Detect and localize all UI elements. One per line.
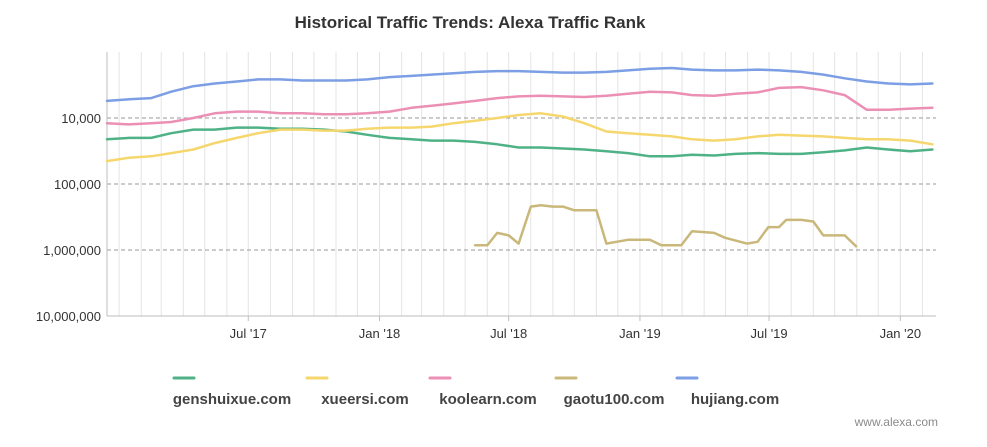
- series-line-xueersi-com: [105, 112, 934, 163]
- legend-item-xueersi-com[interactable]: xueersi.com: [305, 376, 409, 408]
- legend-item-koolearn-com[interactable]: koolearn.com: [428, 376, 537, 408]
- series-line-hujiang-com: [105, 66, 934, 103]
- legend-label: xueersi.com: [321, 391, 409, 408]
- legend-label: gaotu100.com: [564, 391, 665, 408]
- y-tick-label: 100,000: [54, 177, 101, 192]
- y-tick-label: 10,000,000: [36, 309, 101, 324]
- horizontal-gridlines: [107, 117, 936, 251]
- x-tick-label: Jul '19: [750, 326, 787, 341]
- legend-item-hujiang-com[interactable]: hujiang.com: [675, 376, 779, 408]
- x-axis-ticks: Jul '17 Jan '18 Jul '18 Jan '19 Jul '19 Jan '…: [230, 316, 921, 341]
- y-axis-ticks: 10,000 100,000 1,000,000 10,000,000: [36, 111, 101, 324]
- legend-item-gaotu100-com[interactable]: gaotu100.com: [554, 376, 665, 408]
- series-lines: [105, 66, 934, 248]
- series-line-koolearn-com: [105, 85, 934, 126]
- source-credit: www.alexa.com: [854, 415, 938, 429]
- x-tick-label: Jan '19: [619, 326, 661, 341]
- legend-label: hujiang.com: [691, 391, 779, 408]
- x-tick-label: Jul '17: [230, 326, 267, 341]
- x-tick-label: Jan '18: [359, 326, 401, 341]
- x-tick-label: Jul '18: [490, 326, 527, 341]
- y-tick-label: 1,000,000: [43, 243, 101, 258]
- axes: [106, 52, 936, 317]
- legend-item-genshuixue-com[interactable]: genshuixue.com: [172, 376, 291, 408]
- legend[interactable]: genshuixue.com xueersi.com koolearn.com gao…: [172, 376, 779, 408]
- series-line-gaotu100-com: [473, 204, 858, 248]
- legend-label: genshuixue.com: [173, 391, 291, 408]
- series-line-genshuixue-com: [105, 126, 934, 158]
- y-tick-label: 10,000: [61, 111, 101, 126]
- legend-label: koolearn.com: [439, 391, 537, 408]
- chart-title: Historical Traffic Trends: Alexa Traffic…: [295, 13, 646, 32]
- x-tick-label: Jan '20: [880, 326, 922, 341]
